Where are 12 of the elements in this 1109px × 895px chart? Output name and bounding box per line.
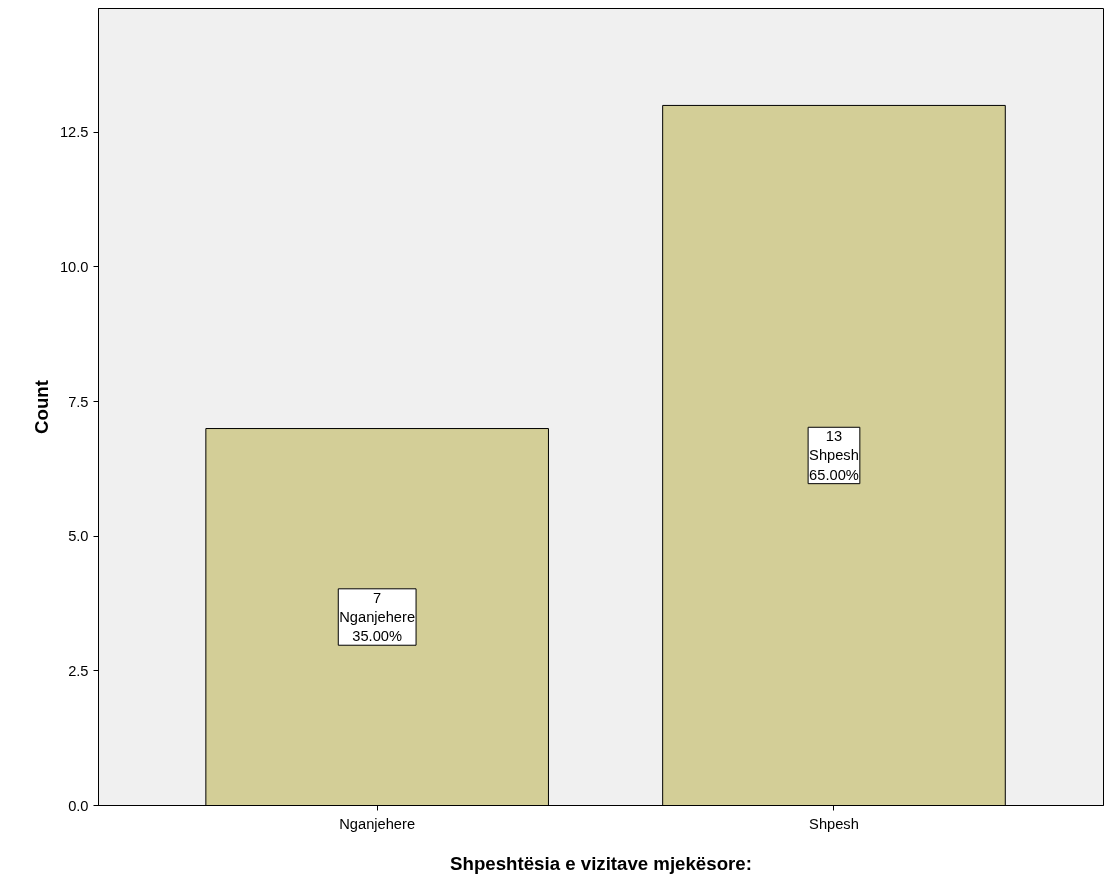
y-tick-label: 10.0: [59, 258, 89, 275]
data-label: 13 Shpesh 65.00%: [809, 428, 859, 483]
y-tick-label: 5.0: [68, 528, 89, 545]
y-tick-label: 0.0: [68, 797, 89, 814]
y-tick-label: 2.5: [68, 662, 89, 679]
x-tick-label: Shpesh: [809, 815, 859, 832]
y-tick-label: 7.5: [68, 393, 89, 410]
y-tick-label: 12.5: [59, 124, 89, 141]
x-tick-label: Nganjehere: [339, 815, 416, 832]
y-axis-title: Count: [30, 380, 52, 434]
data-label: 7 Nganjehere 35.00%: [339, 589, 416, 645]
x-axis-title: Shpeshtësia e vizitave mjekësore:: [450, 852, 752, 874]
